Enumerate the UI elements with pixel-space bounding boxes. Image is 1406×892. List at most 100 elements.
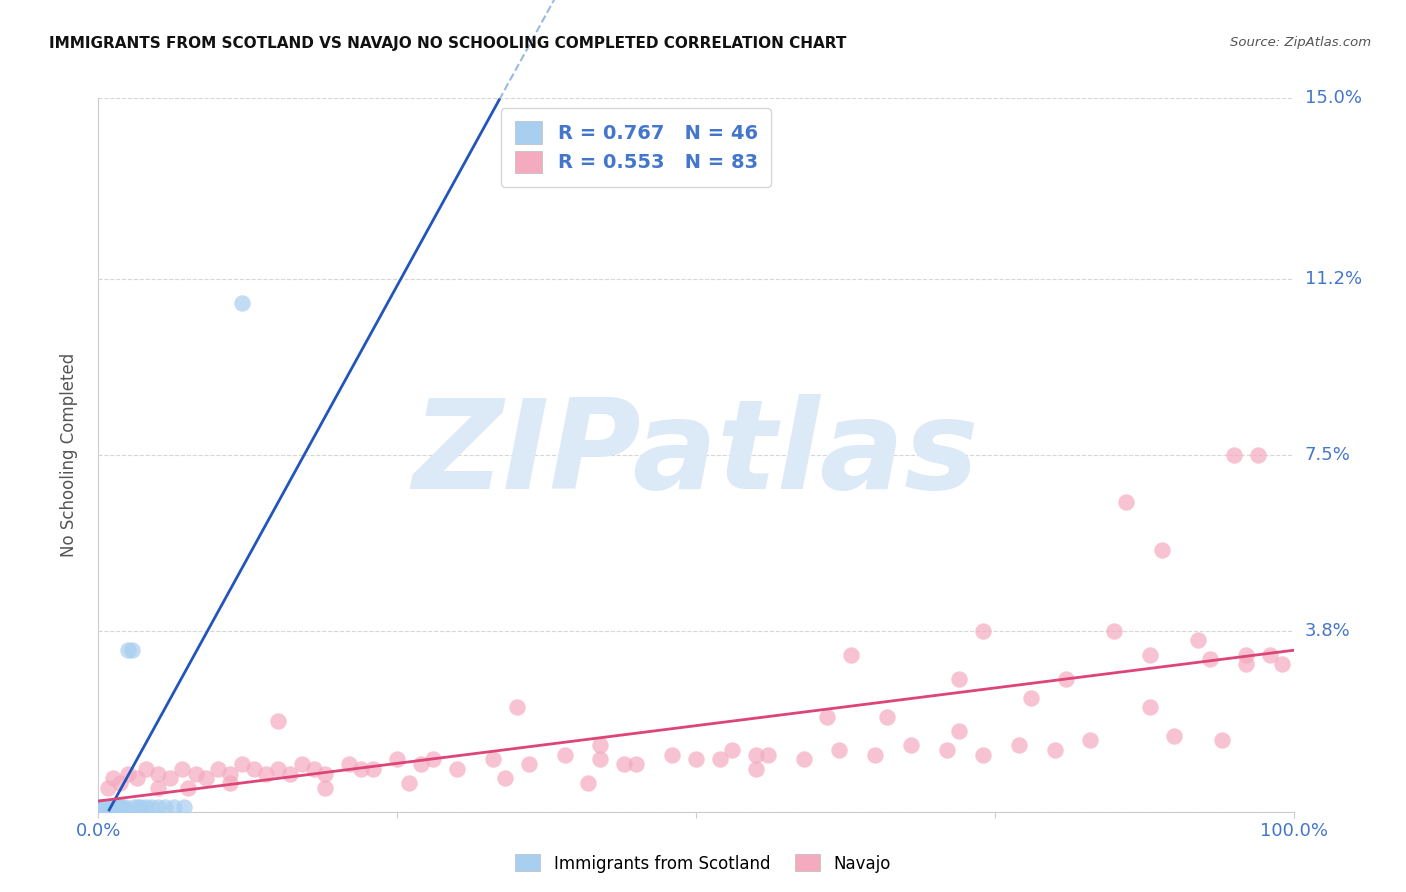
Point [745, 747, 768, 762]
Point [254, 766, 277, 780]
Point [231, 757, 253, 772]
Legend: Immigrants from Scotland, Navajo: Immigrants from Scotland, Navajo [509, 847, 897, 880]
Point [948, 672, 970, 686]
Point [159, 772, 181, 786]
Text: 3.8%: 3.8% [1305, 622, 1350, 640]
Text: 15.0%: 15.0% [1305, 89, 1361, 107]
Point [94, 800, 117, 814]
Point [96, 800, 118, 814]
Point [685, 752, 707, 766]
Point [219, 776, 242, 790]
Point [124, 800, 146, 814]
Point [1258, 648, 1281, 662]
Point [1054, 672, 1078, 686]
Point [1246, 448, 1268, 462]
Point [114, 800, 136, 814]
Point [1139, 648, 1161, 662]
Point [98, 800, 122, 814]
Point [172, 762, 194, 776]
Point [1222, 448, 1246, 462]
Point [876, 709, 898, 723]
Point [155, 800, 177, 814]
Point [337, 757, 360, 772]
Text: Source: ZipAtlas.com: Source: ZipAtlas.com [1230, 36, 1371, 49]
Point [1019, 690, 1042, 705]
Point [900, 738, 922, 752]
Point [231, 295, 253, 310]
Point [91, 800, 114, 814]
Point [828, 743, 851, 757]
Point [1211, 733, 1233, 747]
Point [267, 714, 290, 729]
Point [148, 766, 170, 780]
Point [1150, 543, 1173, 558]
Point [1115, 495, 1137, 509]
Point [89, 800, 111, 814]
Point [91, 800, 114, 814]
Point [91, 800, 114, 814]
Point [1102, 624, 1125, 638]
Point [89, 800, 111, 814]
Point [661, 747, 683, 762]
Point [1234, 648, 1257, 662]
Point [108, 800, 131, 814]
Point [148, 800, 170, 814]
Point [125, 772, 148, 786]
Point [117, 643, 139, 657]
Point [104, 800, 127, 814]
Point [576, 776, 599, 790]
Point [127, 800, 149, 814]
Point [91, 800, 114, 814]
Point [935, 743, 957, 757]
Text: 7.5%: 7.5% [1305, 446, 1351, 464]
Point [481, 752, 505, 766]
Point [173, 800, 195, 814]
Point [363, 762, 385, 776]
Point [90, 800, 112, 814]
Point [302, 762, 325, 776]
Point [97, 800, 120, 814]
Point [87, 802, 110, 816]
Y-axis label: No Schooling Completed: No Schooling Completed [59, 353, 77, 557]
Point [756, 747, 779, 762]
Point [267, 762, 290, 776]
Point [139, 800, 162, 814]
Point [97, 800, 120, 814]
Point [1187, 633, 1209, 648]
Point [121, 643, 143, 657]
Point [709, 752, 731, 766]
Point [89, 800, 111, 814]
Point [1271, 657, 1294, 672]
Point [117, 766, 139, 780]
Point [1043, 743, 1066, 757]
Point [90, 800, 112, 814]
Point [91, 800, 114, 814]
Point [446, 762, 468, 776]
Point [554, 747, 576, 762]
Point [93, 800, 115, 814]
Point [972, 624, 994, 638]
Point [589, 752, 612, 766]
Point [177, 780, 200, 795]
Point [863, 747, 886, 762]
Point [1163, 729, 1185, 743]
Point [815, 709, 838, 723]
Point [243, 762, 266, 776]
Text: 11.2%: 11.2% [1305, 270, 1362, 288]
Point [131, 800, 153, 814]
Point [385, 752, 409, 766]
Point [97, 780, 120, 795]
Point [745, 762, 768, 776]
Point [422, 752, 444, 766]
Point [315, 780, 337, 795]
Point [506, 700, 529, 714]
Point [103, 800, 125, 814]
Point [494, 772, 516, 786]
Point [517, 757, 540, 772]
Point [1198, 652, 1220, 666]
Point [315, 766, 337, 780]
Point [93, 800, 115, 814]
Point [219, 766, 242, 780]
Point [624, 757, 647, 772]
Legend: R = 0.767   N = 46, R = 0.553   N = 83: R = 0.767 N = 46, R = 0.553 N = 83 [501, 108, 772, 186]
